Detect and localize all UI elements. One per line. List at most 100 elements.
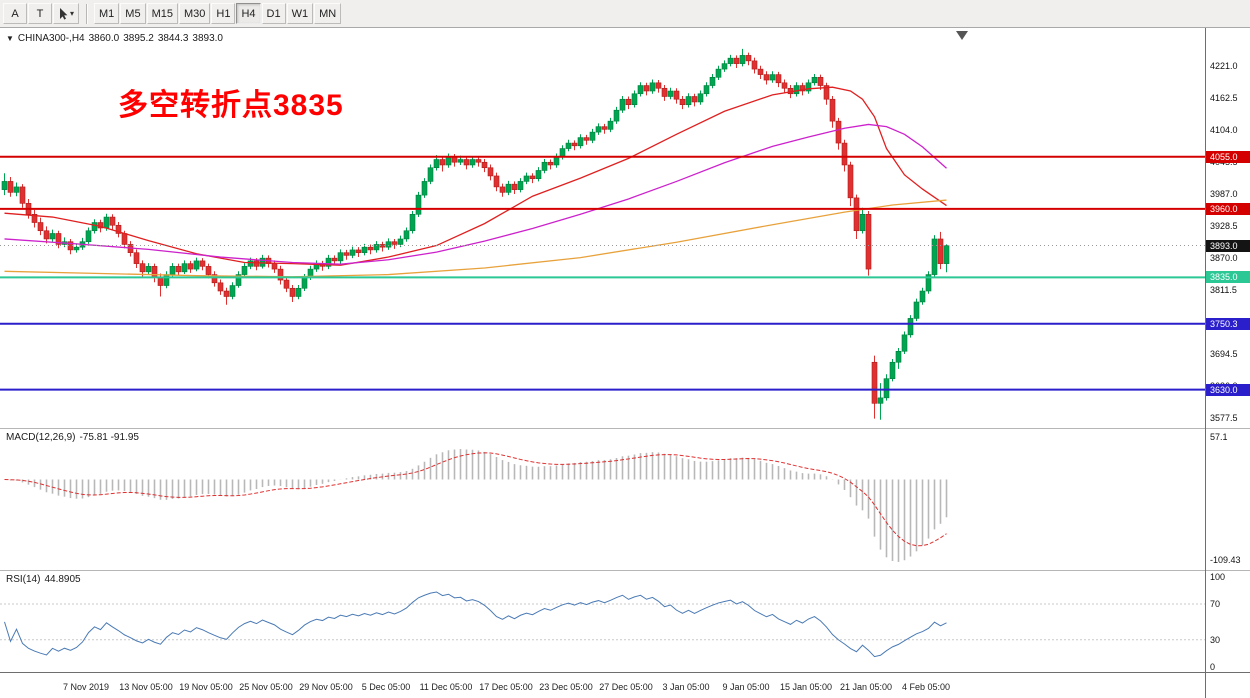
- candle: [37, 222, 44, 232]
- price-scale[interactable]: 4221.04162.54104.04045.53987.03928.53870…: [1205, 28, 1250, 698]
- candle: [685, 96, 692, 106]
- candle: [181, 263, 188, 273]
- scale-separator: [1206, 570, 1250, 571]
- candle: [367, 246, 374, 251]
- shift-marker-icon[interactable]: [956, 31, 968, 40]
- candle: [841, 142, 848, 166]
- price-tick-label: 3928.5: [1210, 221, 1238, 232]
- candle: [889, 361, 896, 379]
- pointer-tool-dropdown[interactable]: ▾: [53, 3, 80, 24]
- chart-area[interactable]: ▼ CHINA300-,H4 3860.0 3895.2 3844.3 3893.0 多空…: [0, 28, 1250, 698]
- candle: [745, 55, 752, 62]
- candle: [823, 85, 830, 100]
- timeframe-h4-button[interactable]: H4: [236, 3, 261, 24]
- candle: [397, 238, 404, 245]
- time-label: 27 Dec 05:00: [599, 682, 653, 692]
- timeframe-h1-button[interactable]: H1: [211, 3, 236, 24]
- price-label-3960.0: 3960.0: [1206, 202, 1250, 215]
- price-tick-label: 3577.5: [1210, 413, 1238, 424]
- candle: [805, 82, 812, 92]
- rsi-tick-label: 100: [1210, 572, 1226, 583]
- candle: [835, 120, 842, 144]
- rsi-panel[interactable]: [0, 570, 1205, 672]
- candle: [439, 159, 446, 166]
- text-tool-button[interactable]: T: [28, 3, 52, 24]
- annotation-tool-button[interactable]: A: [3, 3, 27, 24]
- price-label-3835.0: 3835.0: [1206, 271, 1250, 284]
- time-axis[interactable]: 7 Nov 2019 13 Nov 05:00 19 Nov 05:00 25 Nov…: [0, 672, 1205, 698]
- timeframe-d1-button[interactable]: D1: [261, 3, 286, 24]
- candle: [793, 85, 800, 95]
- price-tick-label: 4162.5: [1210, 92, 1238, 103]
- price-tick-label: 4221.0: [1210, 60, 1238, 71]
- rsi-line: [4, 591, 947, 658]
- time-label: 21 Jan 05:00: [839, 682, 893, 692]
- rsi-tick-label: 30: [1210, 634, 1221, 645]
- candle: [673, 90, 680, 100]
- candle: [565, 142, 572, 149]
- candle: [535, 170, 542, 179]
- candle: [595, 126, 602, 133]
- candle: [115, 224, 122, 234]
- candle: [511, 183, 518, 190]
- candle: [649, 82, 656, 92]
- candle: [421, 181, 428, 196]
- candle: [727, 57, 734, 64]
- timeframe-m30-button[interactable]: M30: [178, 3, 211, 24]
- candle: [703, 85, 710, 95]
- macd-panel[interactable]: [0, 428, 1205, 570]
- candle: [223, 290, 230, 297]
- candle: [625, 98, 632, 106]
- candle: [193, 260, 200, 270]
- candle: [847, 164, 854, 199]
- candle: [1, 181, 8, 190]
- candle: [679, 98, 686, 106]
- candle: [55, 233, 62, 245]
- candle: [295, 287, 302, 297]
- candle: [13, 186, 20, 193]
- candle: [361, 246, 368, 253]
- toolbar-separator: [86, 3, 89, 24]
- price-tick-label: 3870.0: [1210, 253, 1238, 264]
- candle: [865, 214, 872, 270]
- candle: [547, 161, 554, 166]
- timeframe-m1-button[interactable]: M1: [94, 3, 120, 24]
- candle: [457, 159, 464, 163]
- candle: [739, 55, 746, 64]
- timeframe-m5-button[interactable]: M5: [120, 3, 146, 24]
- candle: [631, 93, 638, 106]
- candle: [553, 156, 560, 166]
- candle: [277, 268, 284, 281]
- price-label-3630.0: 3630.0: [1206, 383, 1250, 396]
- symbol-title: CHINA300-,H4: [17, 33, 85, 44]
- candle: [619, 98, 626, 111]
- candle: [901, 334, 908, 352]
- candle: [469, 159, 476, 166]
- timeframe-mn-button[interactable]: MN: [314, 3, 342, 24]
- candle: [655, 82, 662, 89]
- candle: [151, 266, 158, 278]
- candle: [607, 120, 614, 130]
- macd-tick-label: 57.1: [1210, 432, 1228, 443]
- candle: [91, 222, 98, 232]
- candle: [85, 230, 92, 242]
- candle: [499, 186, 506, 193]
- candle: [517, 181, 524, 190]
- timeframe-w1-button[interactable]: W1: [286, 3, 314, 24]
- candle: [349, 249, 356, 256]
- main-chart-panel[interactable]: [0, 28, 1205, 428]
- timeframe-m15-button[interactable]: M15: [146, 3, 178, 24]
- candle: [337, 252, 344, 262]
- chart-annotation-text[interactable]: 多空转折点3835: [118, 89, 344, 122]
- candle: [925, 274, 932, 292]
- candle: [139, 263, 146, 273]
- price-label-4055.0: 4055.0: [1206, 150, 1250, 163]
- time-label: 19 Nov 05:00: [179, 682, 233, 692]
- candle: [733, 57, 740, 64]
- candle: [643, 85, 650, 92]
- candle: [169, 266, 176, 275]
- candle: [445, 156, 452, 166]
- candle: [7, 181, 14, 193]
- candle: [391, 241, 398, 245]
- collapse-arrow-icon[interactable]: ▼: [6, 34, 14, 43]
